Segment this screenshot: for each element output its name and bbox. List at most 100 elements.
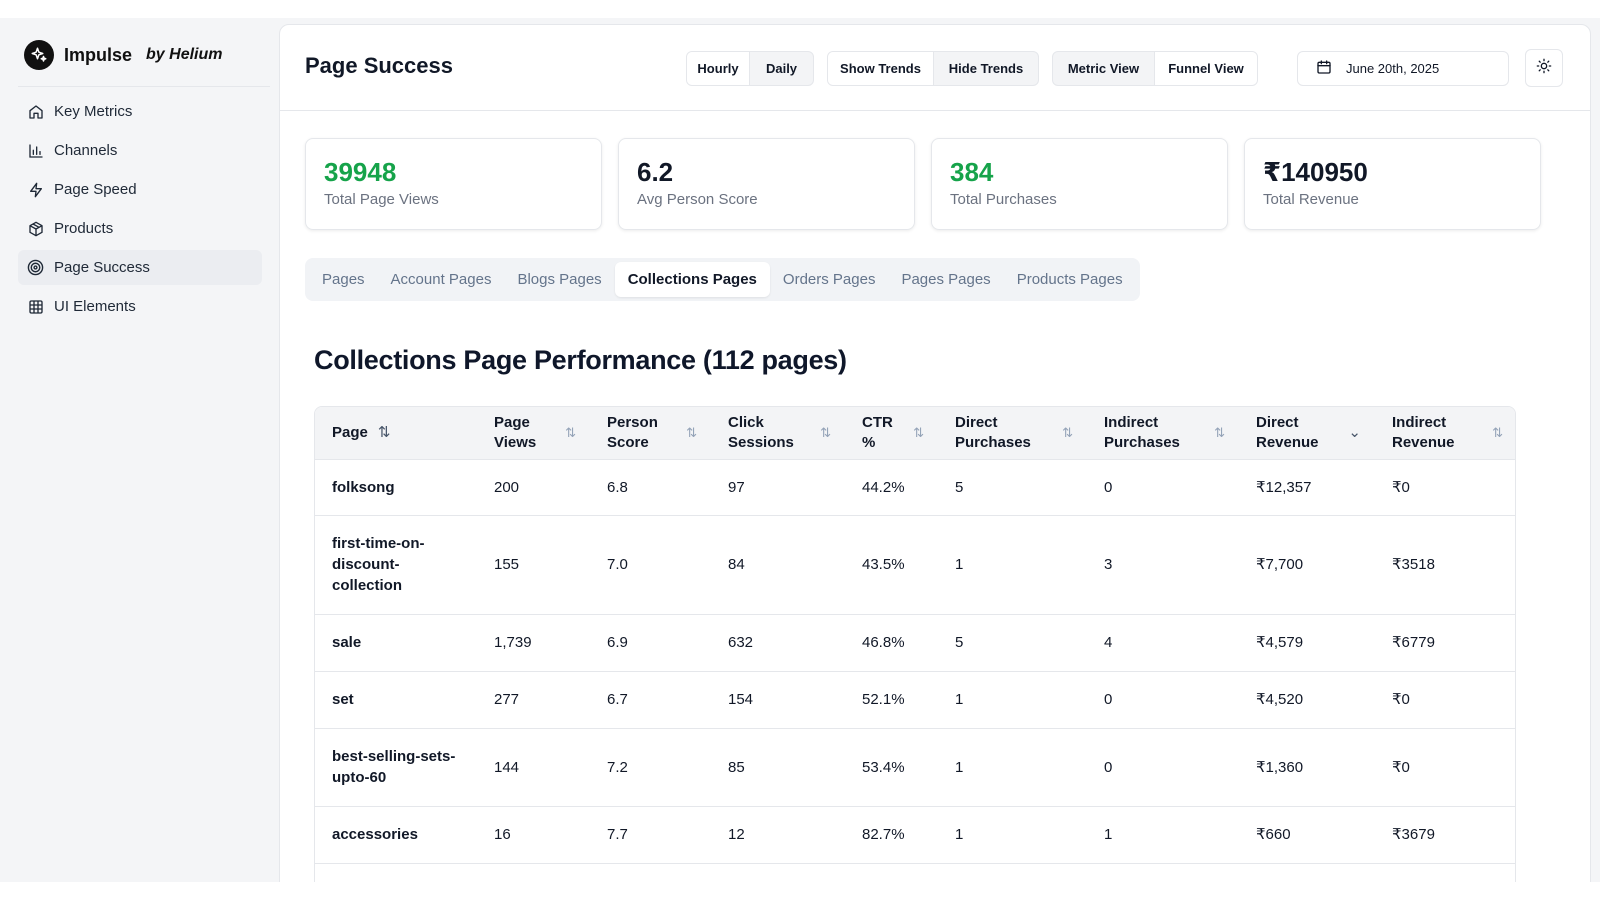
- cell-direct-purchases: 1: [938, 805, 1087, 863]
- cell-indirect-revenue: ₹0: [1375, 458, 1515, 515]
- divider: [18, 86, 270, 87]
- cell-indirect-revenue: ₹3679: [1375, 805, 1515, 863]
- sort-icon: ⇅: [565, 424, 576, 440]
- cell-score: 6.7: [590, 670, 711, 728]
- hourly-button[interactable]: Hourly: [687, 52, 750, 85]
- cell-clicks: 632: [711, 613, 845, 671]
- stat-value: 39948: [324, 157, 397, 187]
- table-row[interactable]: set 277 6.7 154 52.1% 1 0 ₹4,520 ₹0: [315, 670, 1515, 728]
- table-header-row: Page ⇅ Page Views ⇅ Person Score ⇅ Click Se…: [315, 407, 1515, 459]
- cell-ctr: 43.5%: [845, 514, 938, 614]
- brand[interactable]: Impulse by Helium: [24, 40, 223, 70]
- sort-icon: ⇅: [377, 423, 391, 441]
- sidebar-item-page-speed[interactable]: Page Speed: [18, 172, 262, 207]
- stat-label: Total Revenue: [1263, 191, 1359, 208]
- page-title: Page Success: [305, 53, 453, 78]
- cell-page: folksong: [315, 458, 477, 515]
- cell-views: 16: [477, 805, 590, 863]
- cell-views: 277: [477, 670, 590, 728]
- sidebar-item-key-metrics[interactable]: Key Metrics: [18, 94, 262, 129]
- top-strip: [0, 0, 1600, 18]
- cell-ctr: 46.8%: [845, 613, 938, 671]
- sidebar-item-label: Page Speed: [54, 181, 137, 198]
- sparkle-logo-icon: [24, 40, 54, 70]
- table-row-partial: [315, 862, 1515, 883]
- theme-toggle-button[interactable]: [1525, 49, 1563, 87]
- cell-clicks: 97: [711, 458, 845, 515]
- cell-indirect-purchases: 4: [1087, 613, 1239, 671]
- sidebar-item-ui-elements[interactable]: UI Elements: [18, 289, 262, 324]
- tab-products-pages[interactable]: Products Pages: [1016, 271, 1123, 288]
- sort-icon: ⇅: [820, 424, 831, 440]
- tab-blogs-pages[interactable]: Blogs Pages: [517, 271, 602, 288]
- sort-icon: ⇅: [1062, 424, 1073, 440]
- cell-page: best-selling-sets-upto-60: [315, 727, 477, 806]
- tab-pages[interactable]: Pages: [322, 271, 365, 288]
- stat-label: Avg Person Score: [637, 191, 758, 208]
- cell-indirect-purchases: 1: [1087, 805, 1239, 863]
- calendar-icon: [1316, 59, 1332, 78]
- sidebar-item-label: Page Success: [54, 259, 150, 276]
- sidebar-item-channels[interactable]: Channels: [18, 133, 262, 168]
- column-header-click-sessions[interactable]: Click Sessions ⇅: [728, 413, 831, 451]
- sidebar-item-label: Channels: [54, 142, 118, 159]
- table-row[interactable]: folksong 200 6.8 97 44.2% 5 0 ₹12,357 ₹0: [315, 458, 1515, 515]
- cell-indirect-purchases: 0: [1087, 458, 1239, 515]
- funnel-view-button[interactable]: Funnel View: [1154, 52, 1257, 85]
- sort-icon: ⇅: [1492, 424, 1503, 440]
- stat-card-revenue: ₹140950 Total Revenue: [1244, 138, 1541, 230]
- cell-score: 7.2: [590, 727, 711, 806]
- table-row[interactable]: accessories 16 7.7 12 82.7% 1 1 ₹660 ₹36…: [315, 805, 1515, 863]
- cell-views: 200: [477, 458, 590, 515]
- sidebar-item-products[interactable]: Products: [18, 211, 262, 246]
- cell-page: first-time-on-discount-collection: [315, 514, 477, 614]
- column-header-person-score[interactable]: Person Score ⇅: [607, 413, 697, 451]
- sidebar-item-page-success[interactable]: Page Success: [18, 250, 262, 285]
- column-header-indirect-purchases[interactable]: Indirect Purchases ⇅: [1104, 413, 1225, 451]
- cell-page: accessories: [315, 805, 477, 863]
- sidebar-item-label: Key Metrics: [54, 103, 133, 120]
- column-header-ctr[interactable]: CTR % ⇅: [862, 413, 924, 451]
- tab-account-pages[interactable]: Account Pages: [390, 271, 492, 288]
- cell-views: 1,739: [477, 613, 590, 671]
- cell-ctr: 82.7%: [845, 805, 938, 863]
- tab-collections-pages[interactable]: Collections Pages: [614, 262, 770, 297]
- date-picker-button[interactable]: June 20th, 2025: [1297, 51, 1509, 86]
- sidebar-nav: Key Metrics Channels Page Speed Products…: [18, 94, 262, 328]
- cell-direct-revenue: ₹12,357: [1239, 458, 1375, 515]
- brand-name: Impulse: [64, 44, 133, 65]
- column-header-page-views[interactable]: Page Views ⇅: [494, 413, 576, 451]
- table-row[interactable]: best-selling-sets-upto-60 144 7.2 85 53.…: [315, 727, 1515, 806]
- cell-direct-revenue: ₹4,579: [1239, 613, 1375, 671]
- table-row[interactable]: sale 1,739 6.9 632 46.8% 5 4 ₹4,579 ₹677…: [315, 613, 1515, 671]
- daily-button[interactable]: Daily: [749, 52, 813, 85]
- column-header-direct-purchases[interactable]: Direct Purchases ⇅: [955, 413, 1073, 451]
- section-title: Collections Page Performance (112 pages): [314, 345, 847, 375]
- cell-direct-purchases: 5: [938, 458, 1087, 515]
- sort-icon: ⇅: [1214, 424, 1225, 440]
- cell-page: set: [315, 670, 477, 728]
- cell-score: 6.8: [590, 458, 711, 515]
- granularity-toggle: Hourly Daily: [686, 51, 814, 86]
- tab-orders-pages[interactable]: Orders Pages: [782, 271, 876, 288]
- sidebar: Impulse by Helium Key Metrics Channels P…: [0, 18, 278, 882]
- column-header-page[interactable]: Page ⇅: [332, 423, 391, 441]
- sidebar-item-label: UI Elements: [54, 298, 136, 315]
- stat-value: 6.2: [637, 157, 674, 187]
- page-type-tabs: Pages Account Pages Blogs Pages Collecti…: [305, 258, 1140, 301]
- hide-trends-button[interactable]: Hide Trends: [933, 52, 1038, 85]
- stat-label: Total Page Views: [324, 191, 439, 208]
- column-header-indirect-revenue[interactable]: Indirect Revenue ⇅: [1392, 413, 1503, 451]
- target-icon: [27, 259, 44, 276]
- cell-views: 144: [477, 727, 590, 806]
- table-row[interactable]: first-time-on-discount-collection 155 7.…: [315, 514, 1515, 614]
- show-trends-button[interactable]: Show Trends: [828, 52, 933, 85]
- cell-direct-purchases: 1: [938, 670, 1087, 728]
- metric-view-button[interactable]: Metric View: [1067, 61, 1140, 76]
- bar-chart-icon: [27, 142, 44, 159]
- cell-direct-purchases: 1: [938, 514, 1087, 614]
- tab-pages-pages[interactable]: Pages Pages: [901, 271, 991, 288]
- cell-clicks: 12: [711, 805, 845, 863]
- column-header-direct-revenue[interactable]: Direct Revenue ⌄: [1256, 413, 1361, 451]
- cell-direct-purchases: 5: [938, 613, 1087, 671]
